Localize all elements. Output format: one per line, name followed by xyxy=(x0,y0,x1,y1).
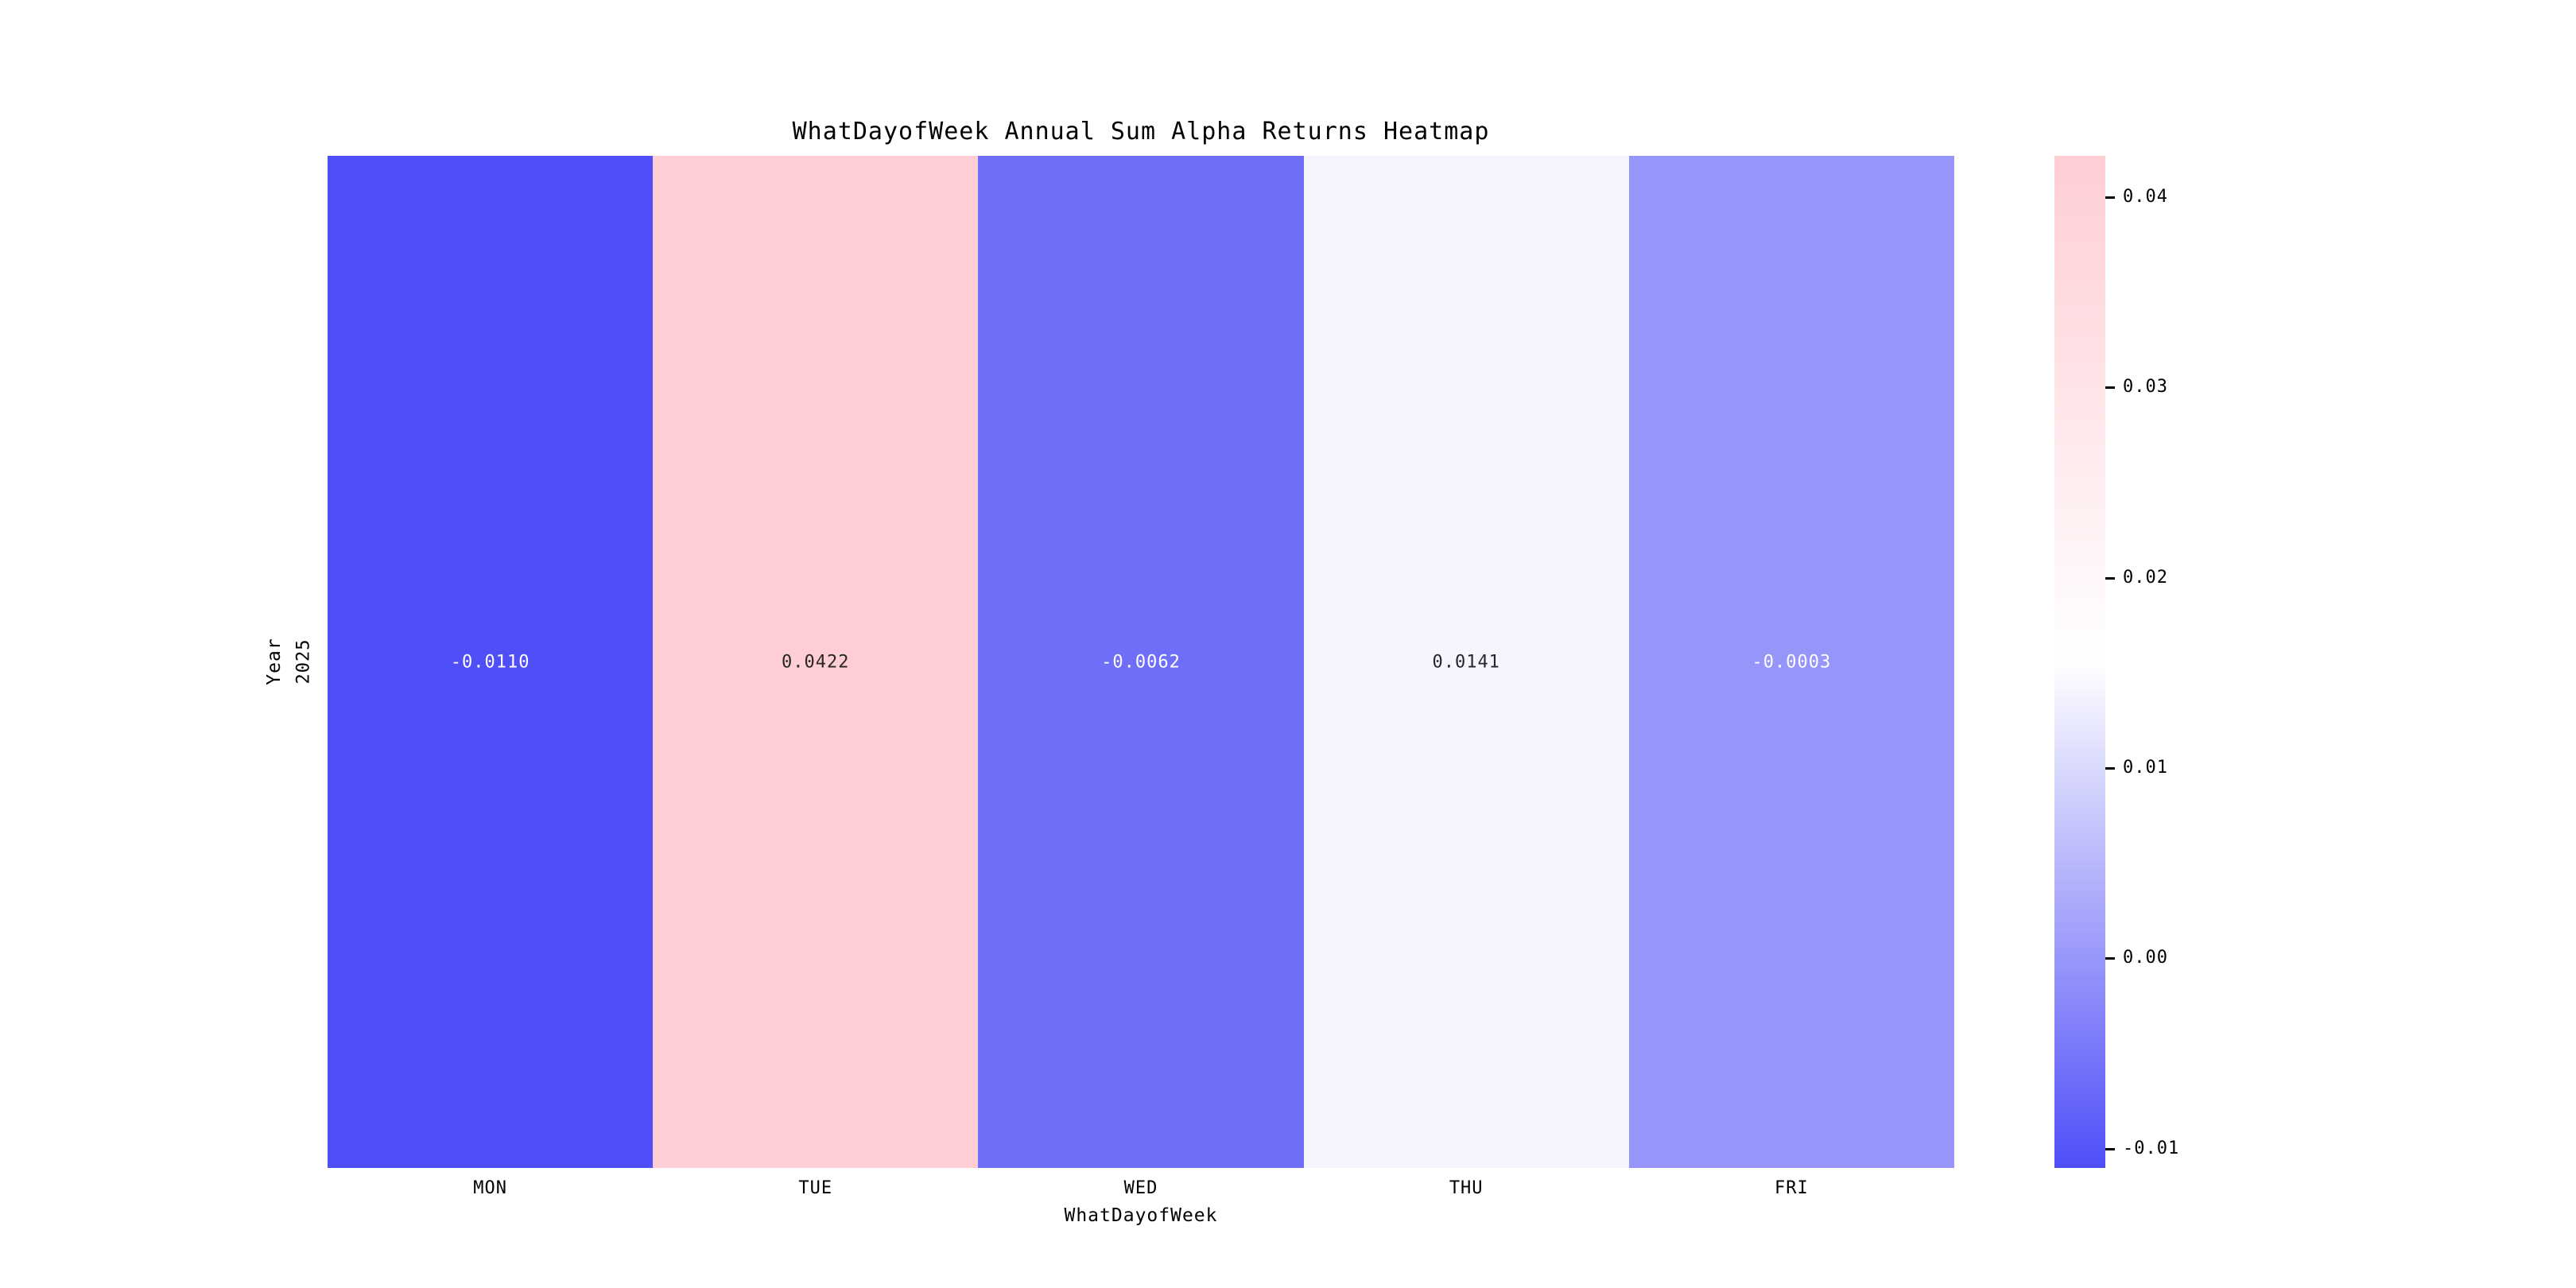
x-tick-label-wed: WED xyxy=(1123,1178,1158,1198)
cell-annotation: 0.0141 xyxy=(1432,652,1500,672)
tick-text: 0.02 xyxy=(2123,567,2168,588)
tick-mark xyxy=(2105,957,2115,960)
heatmap-cell-fri: -0.0003 xyxy=(1628,156,1955,1168)
tick-text: 0.01 xyxy=(2123,758,2168,778)
cell-annotation: -0.0110 xyxy=(450,652,530,672)
colorbar xyxy=(2054,156,2105,1168)
tick-mark xyxy=(2105,767,2115,770)
heatmap-cell-mon: -0.0110 xyxy=(328,156,654,1168)
x-axis-label: WhatDayofWeek xyxy=(1064,1205,1218,1226)
heatmap-cell-wed: -0.0062 xyxy=(978,156,1304,1168)
cell-annotation: 0.0422 xyxy=(782,652,850,672)
y-tick-label-2025: 2025 xyxy=(293,638,314,685)
tick-mark xyxy=(2105,196,2115,200)
tick-text: 0.04 xyxy=(2123,187,2168,208)
tick-mark xyxy=(2105,386,2115,390)
x-tick-label-thu: THU xyxy=(1449,1178,1484,1198)
heatmap-cell-tue: 0.0422 xyxy=(653,156,979,1168)
tick-text: 0.03 xyxy=(2123,377,2168,398)
x-tick-label-fri: FRI xyxy=(1775,1178,1809,1198)
x-tick-label-mon: MON xyxy=(473,1178,507,1198)
tick-text: 0.00 xyxy=(2123,948,2168,968)
tick-text: -0.01 xyxy=(2123,1138,2180,1158)
cell-annotation: -0.0062 xyxy=(1101,652,1181,672)
y-axis-label: Year xyxy=(264,638,285,685)
cell-annotation: -0.0003 xyxy=(1752,652,1832,672)
chart-title: WhatDayofWeek Annual Sum Alpha Returns H… xyxy=(792,118,1490,145)
heatmap-grid: -0.0110 0.0422 -0.0062 0.0141 -0.0003 xyxy=(328,156,1955,1168)
colorbar-ticks: 0.04 0.03 0.02 0.01 0.00 -0.01 xyxy=(2105,156,2264,1168)
tick-mark xyxy=(2105,1147,2115,1150)
x-tick-row: MON TUE WED THU FRI xyxy=(328,1178,1954,1202)
heatmap-cell-thu: 0.0141 xyxy=(1303,156,1629,1168)
x-tick-label-tue: TUE xyxy=(798,1178,833,1198)
tick-mark xyxy=(2105,576,2115,580)
